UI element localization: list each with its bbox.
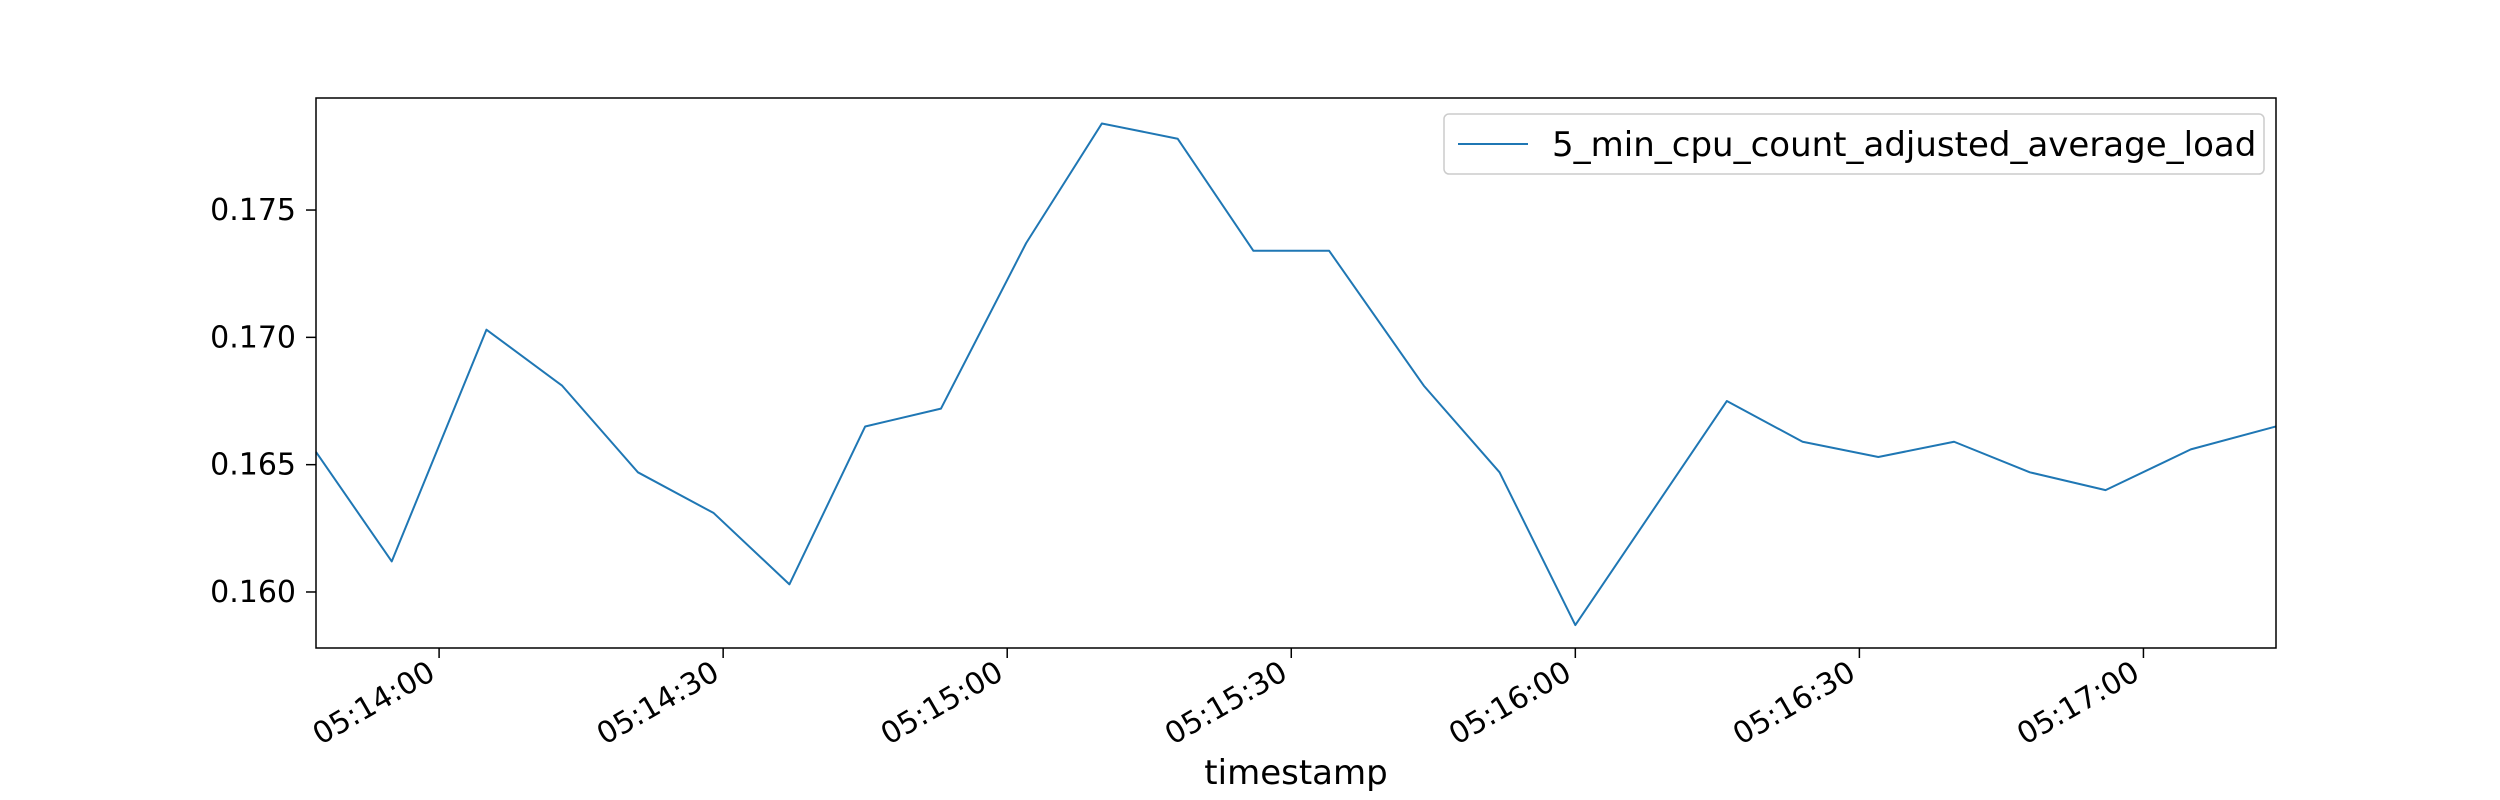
plot-area-frame [315, 97, 2277, 649]
series-lines [315, 122, 2277, 627]
series-line [315, 122, 2277, 627]
legend-label: 5_min_cpu_count_adjusted_average_load [1552, 125, 2256, 165]
x-tick-label: 05:15:30 [1159, 655, 1293, 753]
axis-ticks: 0.160 0.165 0.170 0.175 05:14:00 05:14:30 05:1… [210, 193, 2145, 752]
legend: 5_min_cpu_count_adjusted_average_load [1443, 113, 2265, 175]
y-tick-label: 0.165 [210, 448, 296, 483]
legend-box [1443, 113, 2265, 175]
x-axis-title: timestamp [1204, 753, 1387, 793]
y-tick-label: 0.160 [210, 575, 296, 610]
y-tick-label: 0.175 [210, 193, 296, 228]
y-tick-label: 0.170 [210, 320, 296, 355]
x-tick-label: 05:15:00 [875, 655, 1009, 753]
x-tick-label: 05:14:30 [591, 655, 725, 753]
x-tick-label: 05:17:00 [2011, 655, 2145, 753]
x-tick-label: 05:14:00 [307, 655, 441, 753]
x-tick-label: 05:16:30 [1727, 655, 1861, 753]
x-tick-label: 05:16:00 [1443, 655, 1577, 753]
